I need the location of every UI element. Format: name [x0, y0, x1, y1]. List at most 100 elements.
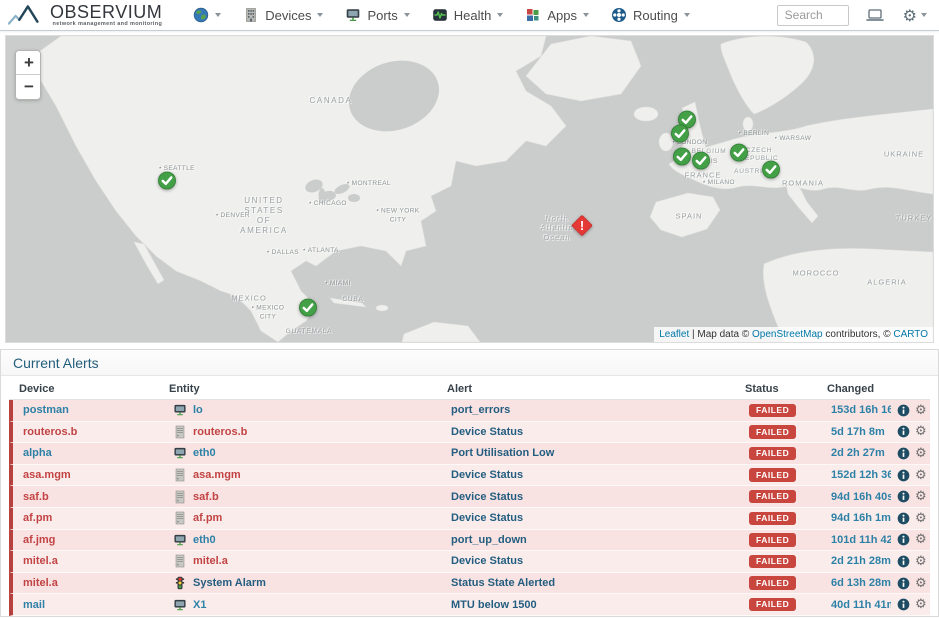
- changed-duration: 5d 17h 8m: [831, 425, 885, 438]
- menu-devices[interactable]: Devices: [234, 3, 332, 27]
- zoom-in-button[interactable]: +: [16, 51, 40, 75]
- alert-settings-icon[interactable]: ⚙: [915, 425, 927, 439]
- port-icon: [173, 446, 187, 460]
- device-link[interactable]: af.jmg: [23, 533, 56, 546]
- changed-duration: 94d 16h 1m: [831, 512, 891, 525]
- menu-apps[interactable]: Apps: [516, 3, 598, 27]
- entity-link[interactable]: eth0: [193, 533, 216, 546]
- attribution-middle: contributors, ©: [822, 329, 894, 340]
- alert-link[interactable]: Device Status: [451, 425, 524, 438]
- leaflet-link[interactable]: Leaflet: [659, 329, 690, 340]
- entity-link[interactable]: lo: [193, 404, 203, 417]
- device-ok-marker[interactable]: [671, 124, 690, 148]
- search-input[interactable]: [776, 4, 849, 26]
- column-header-status: Status: [745, 382, 779, 395]
- alert-settings-icon[interactable]: ⚙: [915, 403, 927, 417]
- alert-link[interactable]: Port Utilisation Low: [451, 447, 555, 460]
- device-link[interactable]: routeros.b: [23, 425, 78, 438]
- device-ok-marker[interactable]: [730, 143, 749, 167]
- laptop-icon: [865, 7, 885, 23]
- device-link[interactable]: mitel.a: [23, 555, 58, 568]
- ports-icon: [345, 7, 361, 23]
- device-link[interactable]: mitel.a: [23, 577, 58, 590]
- device-link[interactable]: postman: [23, 404, 69, 417]
- gear-icon: ⚙: [902, 5, 917, 25]
- entity-link[interactable]: System Alarm: [193, 577, 266, 590]
- menu-health[interactable]: Health: [423, 3, 513, 27]
- chevron-down-icon: [317, 13, 324, 17]
- alert-info-icon[interactable]: [897, 512, 910, 525]
- alert-link[interactable]: Status State Alerted: [451, 577, 556, 590]
- alert-settings-icon[interactable]: ⚙: [915, 446, 927, 460]
- alert-settings-icon[interactable]: ⚙: [915, 533, 927, 547]
- alert-info-icon[interactable]: [897, 555, 910, 568]
- alert-link[interactable]: Device Status: [451, 490, 524, 503]
- device-link[interactable]: asa.mgm: [23, 469, 71, 482]
- chevron-down-icon: [403, 13, 410, 17]
- entity-link[interactable]: eth0: [193, 447, 216, 460]
- status-badge: FAILED: [749, 446, 797, 461]
- alert-row: af.jmg eth0 port_up_down FAILED 101d 11h 42m…: [9, 529, 930, 552]
- alert-settings-icon[interactable]: ⚙: [915, 511, 927, 525]
- alert-settings-icon[interactable]: ⚙: [915, 468, 927, 482]
- status-badge: FAILED: [749, 554, 797, 569]
- entity-link[interactable]: mitel.a: [193, 555, 228, 568]
- alert-info-icon[interactable]: [897, 447, 910, 460]
- device-ok-marker[interactable]: [158, 171, 177, 195]
- alert-info-icon[interactable]: [897, 404, 910, 417]
- alert-settings-icon[interactable]: ⚙: [915, 554, 927, 568]
- column-header-device: Device: [19, 382, 55, 395]
- status-badge: FAILED: [749, 597, 797, 612]
- device-alert-marker[interactable]: !: [569, 212, 596, 244]
- alerts-table-header: Device Entity Alert Status Changed: [9, 378, 930, 400]
- changed-duration: 152d 12h 36m: [831, 469, 891, 482]
- menu-routing[interactable]: Routing: [602, 3, 699, 27]
- entity-link[interactable]: saf.b: [193, 490, 219, 503]
- menu-ports[interactable]: Ports: [336, 3, 418, 27]
- entity-link[interactable]: routeros.b: [193, 425, 248, 438]
- alert-row: mitel.a mitel.a Device Status FAILED 2d 21h …: [9, 551, 930, 573]
- status-badge: FAILED: [749, 511, 797, 526]
- alert-link[interactable]: Device Status: [451, 555, 524, 568]
- alert-link[interactable]: port_up_down: [451, 533, 527, 546]
- world-map[interactable]: CANADA UNITED STATES OF AMERICA MEXICO CUBA…: [5, 35, 934, 343]
- alert-info-icon[interactable]: [897, 425, 910, 438]
- alert-settings-icon[interactable]: ⚙: [915, 598, 927, 612]
- device-link[interactable]: saf.b: [23, 490, 49, 503]
- alert-settings-icon[interactable]: ⚙: [915, 490, 927, 504]
- alert-link[interactable]: Device Status: [451, 469, 524, 482]
- alert-link[interactable]: Device Status: [451, 512, 524, 525]
- entity-link[interactable]: asa.mgm: [193, 469, 241, 482]
- device-ok-marker[interactable]: [692, 151, 711, 175]
- device-ok-marker[interactable]: [673, 147, 692, 171]
- zoom-out-button[interactable]: −: [16, 75, 40, 99]
- menu-overview[interactable]: [184, 3, 230, 27]
- alert-info-icon[interactable]: [897, 533, 910, 546]
- device-ok-marker[interactable]: [299, 298, 318, 322]
- alert-row: postman lo port_errors FAILED 153d 16h 16m ⚙: [9, 400, 930, 422]
- entity-link[interactable]: X1: [193, 598, 207, 611]
- device-link[interactable]: alpha: [23, 447, 52, 460]
- carto-link[interactable]: CARTO: [893, 329, 928, 340]
- alert-settings-icon[interactable]: ⚙: [915, 576, 927, 590]
- openstreetmap-link[interactable]: OpenStreetMap: [752, 329, 823, 340]
- device-link[interactable]: af.pm: [23, 512, 53, 525]
- status-badge: FAILED: [749, 468, 797, 482]
- alert-info-icon[interactable]: [897, 598, 910, 611]
- alert-info-icon[interactable]: [897, 469, 910, 482]
- alert-info-icon[interactable]: [897, 490, 910, 503]
- alert-link[interactable]: port_errors: [451, 404, 511, 417]
- console-button[interactable]: [865, 7, 885, 23]
- device-ok-marker[interactable]: [762, 160, 781, 184]
- settings-button[interactable]: ⚙: [903, 6, 927, 25]
- chevron-down-icon: [683, 13, 690, 17]
- entity-link[interactable]: af.pm: [193, 512, 223, 525]
- alert-link[interactable]: MTU below 1500: [451, 598, 537, 611]
- server-icon: [173, 554, 187, 568]
- device-link[interactable]: mail: [23, 598, 46, 611]
- observium-logo[interactable]: OBSERVIUM network management and monitor…: [8, 3, 162, 28]
- alert-row: alpha eth0 Port Utilisation Low FAILED 2d 2h…: [9, 443, 930, 465]
- devices-icon: [243, 7, 259, 23]
- alert-info-icon[interactable]: [897, 577, 910, 590]
- globe-icon: [193, 7, 209, 23]
